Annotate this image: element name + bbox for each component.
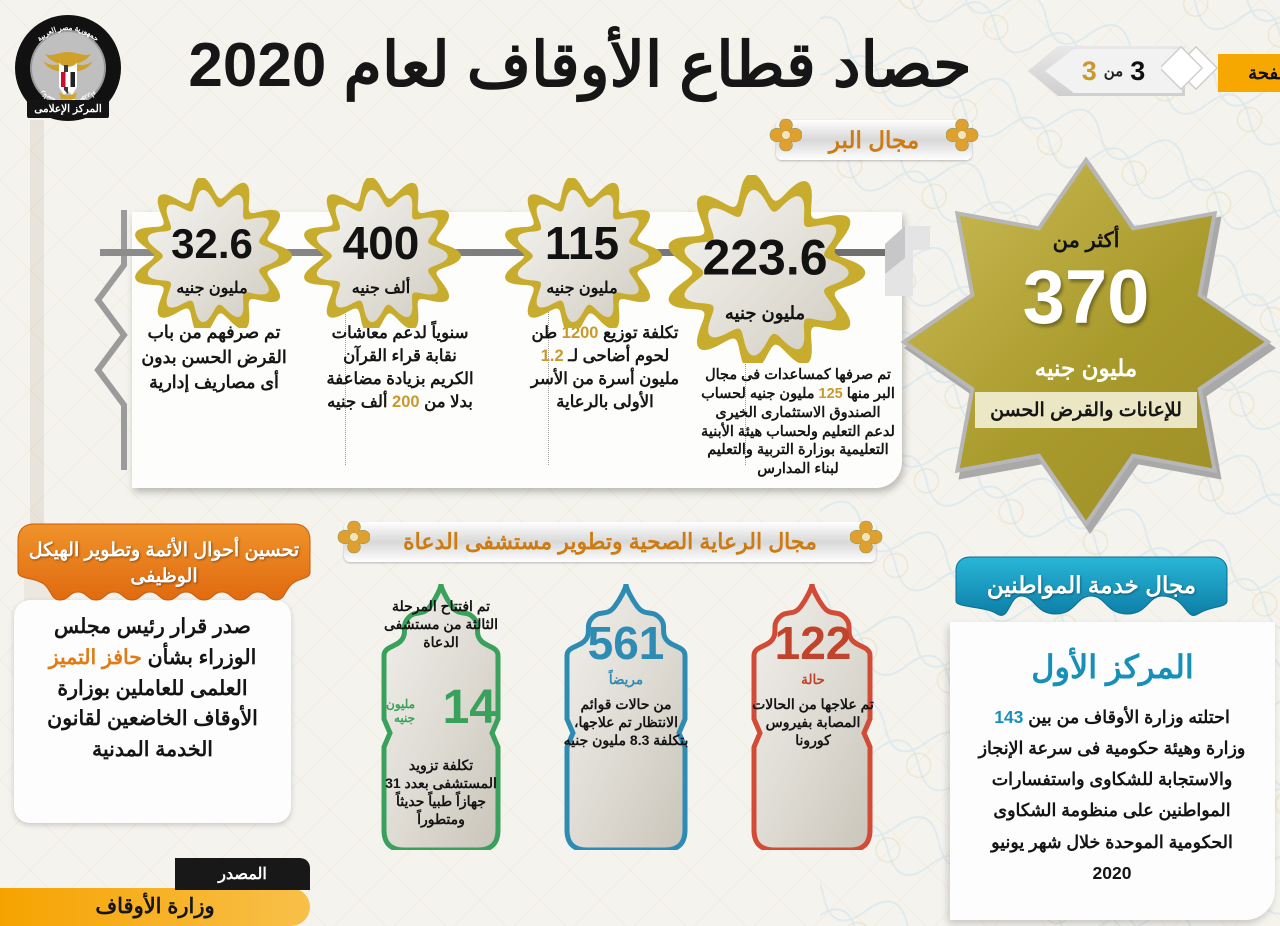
svg-text:ألف جنيه: ألف جنيه <box>352 276 410 297</box>
svg-text:400: 400 <box>343 217 420 269</box>
svg-text:مليون جنيه: مليون جنيه <box>176 280 247 298</box>
svg-text:مليون جنيه: مليون جنيه <box>546 280 617 298</box>
svg-text:32.6: 32.6 <box>171 220 253 267</box>
svg-text:223.6: 223.6 <box>702 230 827 286</box>
svg-text:مليون جنيه: مليون جنيه <box>725 303 805 324</box>
svg-text:115: 115 <box>545 217 619 269</box>
